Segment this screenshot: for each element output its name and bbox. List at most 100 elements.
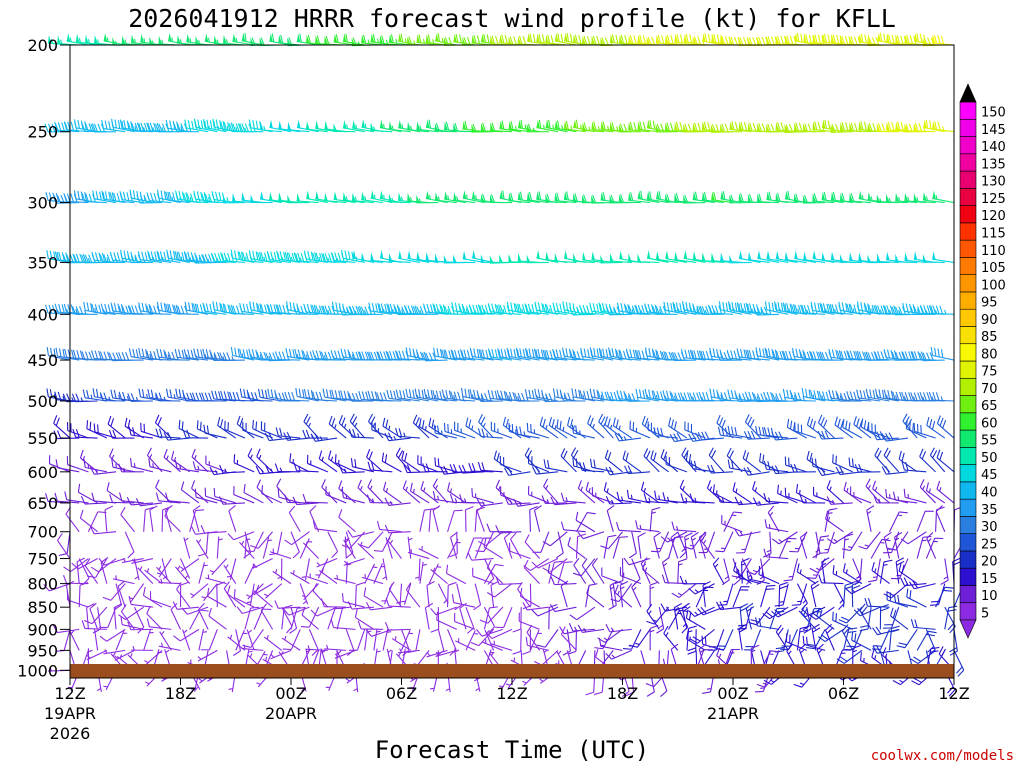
barb-full — [849, 391, 854, 400]
barb-full — [789, 303, 793, 313]
barb-flag — [830, 191, 835, 201]
barb-full — [589, 347, 593, 356]
barb-full — [94, 252, 99, 261]
barb-full — [912, 423, 914, 432]
barb-shaft — [548, 424, 568, 439]
barb-full — [425, 352, 430, 361]
barb-half — [447, 309, 450, 314]
barb-full — [123, 250, 127, 260]
barb-full — [321, 253, 325, 262]
barb-shaft — [619, 437, 641, 442]
barb-full — [914, 122, 919, 132]
barb-full — [709, 347, 712, 357]
barb-shaft — [665, 257, 688, 263]
barb-shaft — [508, 200, 531, 204]
wind-barb — [54, 251, 80, 263]
barb-full — [264, 432, 270, 441]
barb-full — [257, 303, 261, 313]
barb-full — [385, 350, 390, 360]
barb-half — [90, 394, 93, 399]
wind-barb — [312, 391, 338, 402]
barb-full — [934, 121, 938, 130]
barb-full — [257, 252, 261, 261]
barb-full — [108, 191, 111, 201]
barb-flag — [720, 190, 724, 200]
barb-full — [345, 33, 348, 43]
barb-full — [503, 390, 507, 400]
barb-full — [684, 194, 689, 204]
wind-barb — [612, 417, 633, 439]
barb-flag — [683, 33, 688, 43]
barb-flag — [711, 33, 715, 43]
barb-full — [248, 119, 252, 128]
barb-full — [259, 303, 262, 313]
barb-flag — [839, 122, 844, 131]
barb-flag — [453, 123, 457, 132]
barb-shaft — [370, 310, 393, 315]
barb-full — [669, 390, 673, 400]
barb-shaft — [692, 198, 715, 204]
barb-full — [569, 419, 574, 428]
barb-full — [796, 32, 800, 42]
wind-barb — [635, 388, 660, 402]
barb-full — [202, 254, 207, 263]
barb-full — [163, 432, 169, 441]
barb-flag — [637, 34, 641, 44]
barb-full — [823, 191, 827, 201]
barb-flag — [443, 37, 448, 46]
barb-flag — [812, 34, 816, 43]
barb-full — [528, 389, 532, 399]
barb-flag — [803, 251, 807, 261]
barb-shaft — [333, 198, 356, 204]
barb-full — [688, 433, 694, 442]
barb-half — [355, 124, 358, 129]
barb-flag — [563, 120, 568, 130]
barb-full — [445, 389, 449, 399]
barb-full — [439, 304, 443, 313]
barb-half — [161, 256, 164, 262]
barb-half — [502, 309, 505, 314]
barb-full — [418, 389, 421, 398]
barb-full — [587, 349, 590, 358]
barb-flag — [849, 122, 853, 131]
barb-full — [73, 190, 77, 199]
barb-full — [676, 34, 680, 43]
barb-shaft — [803, 201, 826, 204]
barb-full — [101, 252, 106, 262]
barb-full — [132, 190, 136, 199]
barb-half — [225, 39, 229, 44]
barb-flag — [434, 192, 439, 201]
barb-shaft — [480, 312, 503, 315]
barb-full — [82, 389, 86, 398]
barb-full — [786, 302, 789, 312]
barb-full — [559, 420, 562, 430]
barb-full — [261, 389, 265, 398]
barb-full — [896, 35, 901, 44]
barb-full — [651, 348, 655, 358]
wind-barb — [285, 348, 310, 361]
wind-barb — [66, 33, 89, 46]
barb-full — [401, 306, 406, 315]
barb-full — [385, 419, 389, 429]
barb-full — [309, 351, 314, 360]
barb-half — [514, 125, 518, 131]
barb-flag — [398, 250, 402, 260]
wind-barb — [922, 192, 945, 204]
barb-flag — [554, 33, 559, 42]
wind-barb — [930, 346, 955, 361]
barb-shaft — [545, 311, 568, 315]
barb-full — [94, 304, 99, 313]
wind-barb — [274, 392, 301, 402]
barb-full — [537, 348, 541, 358]
wind-barb — [572, 253, 595, 263]
barb-full — [623, 123, 628, 133]
barb-full — [58, 251, 62, 261]
barb-flag — [591, 121, 595, 130]
barb-flag — [434, 123, 439, 132]
barb-shaft — [480, 130, 503, 133]
barb-full — [264, 252, 268, 262]
barb-full — [917, 306, 922, 315]
barb-full — [132, 348, 136, 358]
barb-shaft — [545, 400, 568, 403]
barb-full — [761, 36, 766, 46]
